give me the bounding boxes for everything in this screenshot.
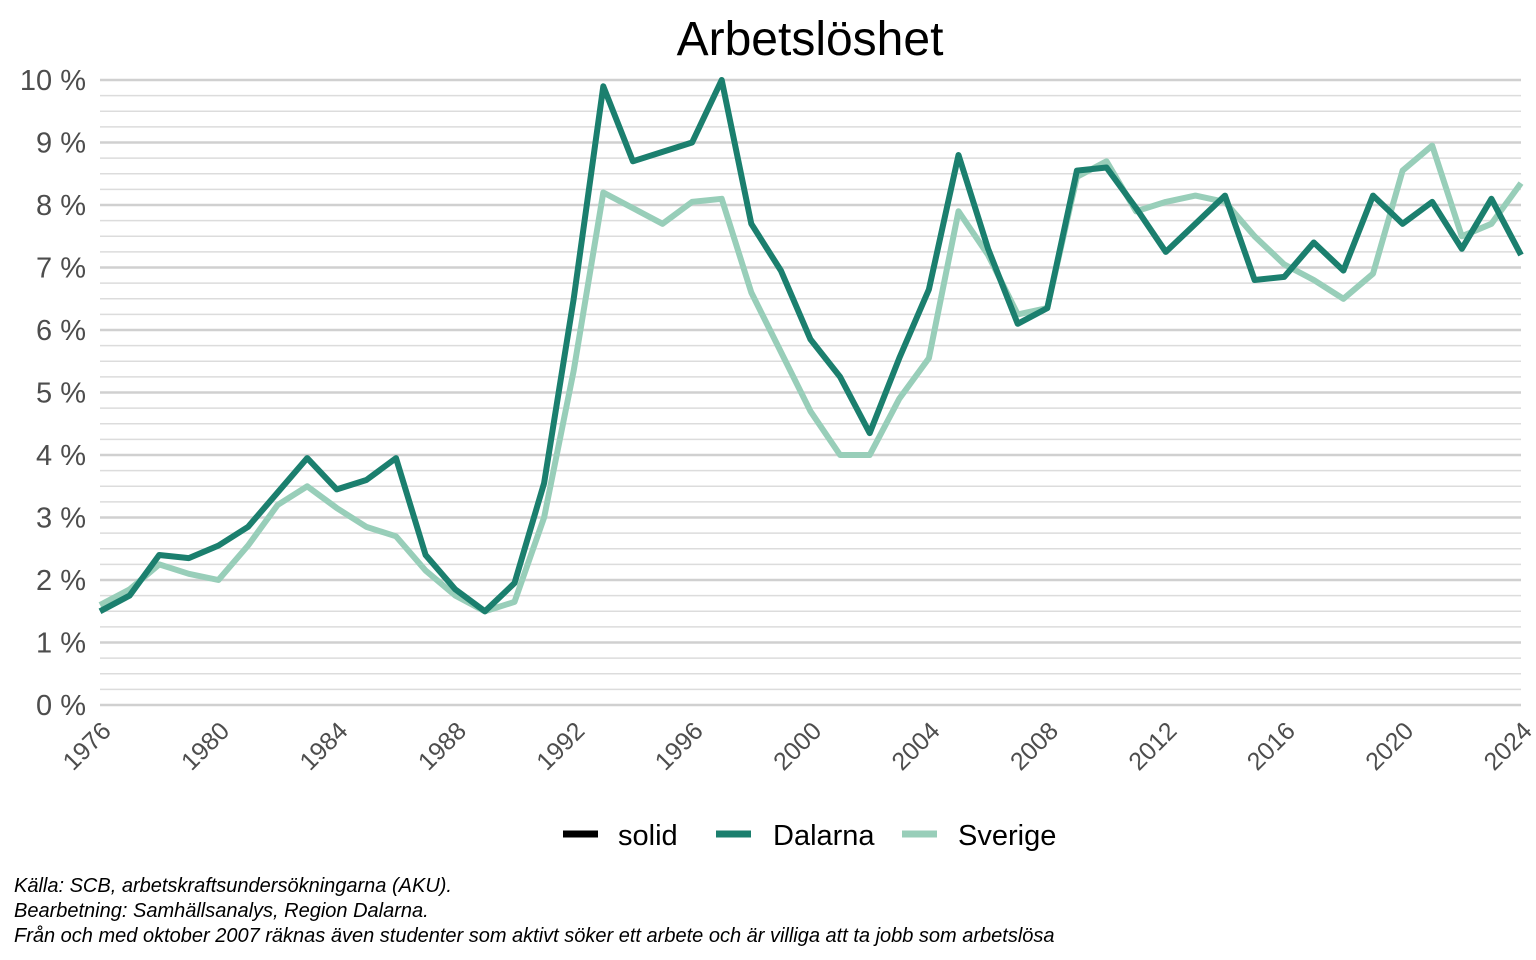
y-tick-label: 8 % — [36, 190, 86, 222]
grid-lines — [100, 78, 1521, 707]
x-tick-label: 1988 — [413, 717, 472, 776]
legend-label-dalarna: Dalarna — [773, 820, 875, 852]
x-axis-ticks: 1976 1980 1984 1988 1992 1996 2000 2004 2008 2012… — [58, 717, 1536, 776]
y-axis-ticks: 0 % 1 % 2 % 3 % 4 % 5 % 6 % 7 % 8 % 9 % 10 % — [20, 65, 86, 722]
y-tick-label: 7 % — [36, 253, 86, 285]
caption-source: Källa: SCB, arbetskraftsundersökningarna… — [14, 875, 452, 897]
y-tick-label: 9 % — [36, 128, 86, 160]
y-tick-label: 4 % — [36, 440, 86, 472]
series-lines — [98, 77, 1524, 615]
legend-label-solid: solid — [618, 820, 678, 852]
x-tick-label: 2008 — [1005, 717, 1064, 776]
x-tick-label: 2012 — [1123, 717, 1182, 776]
x-tick-label: 1976 — [58, 717, 117, 776]
caption-note: Från och med oktober 2007 räknas även st… — [14, 925, 1055, 947]
x-tick-label: 2000 — [768, 717, 827, 776]
series-line-sverige — [98, 142, 1524, 615]
y-tick-label: 1 % — [36, 628, 86, 660]
x-tick-label: 2020 — [1360, 717, 1419, 776]
caption-processing: Bearbetning: Samhällsanalys, Region Dala… — [14, 900, 429, 922]
x-tick-label: 2004 — [886, 717, 945, 776]
series-line-dalarna — [98, 77, 1524, 615]
x-tick-label: 1984 — [294, 717, 353, 776]
y-tick-label: 3 % — [36, 503, 86, 535]
x-tick-label: 1992 — [531, 717, 590, 776]
chart-title: Arbetslöshet — [677, 13, 944, 66]
legend: solid Dalarna Sverige — [563, 820, 1056, 852]
y-tick-label: 5 % — [36, 378, 86, 410]
x-tick-label: 1980 — [176, 717, 235, 776]
x-tick-label: 1996 — [650, 717, 709, 776]
y-tick-label: 10 % — [20, 65, 86, 97]
y-tick-label: 0 % — [36, 690, 86, 722]
x-tick-label: 2016 — [1242, 717, 1301, 776]
y-tick-label: 2 % — [36, 565, 86, 597]
x-tick-label: 2024 — [1479, 717, 1536, 776]
y-tick-label: 6 % — [36, 315, 86, 347]
legend-label-sverige: Sverige — [958, 820, 1056, 852]
